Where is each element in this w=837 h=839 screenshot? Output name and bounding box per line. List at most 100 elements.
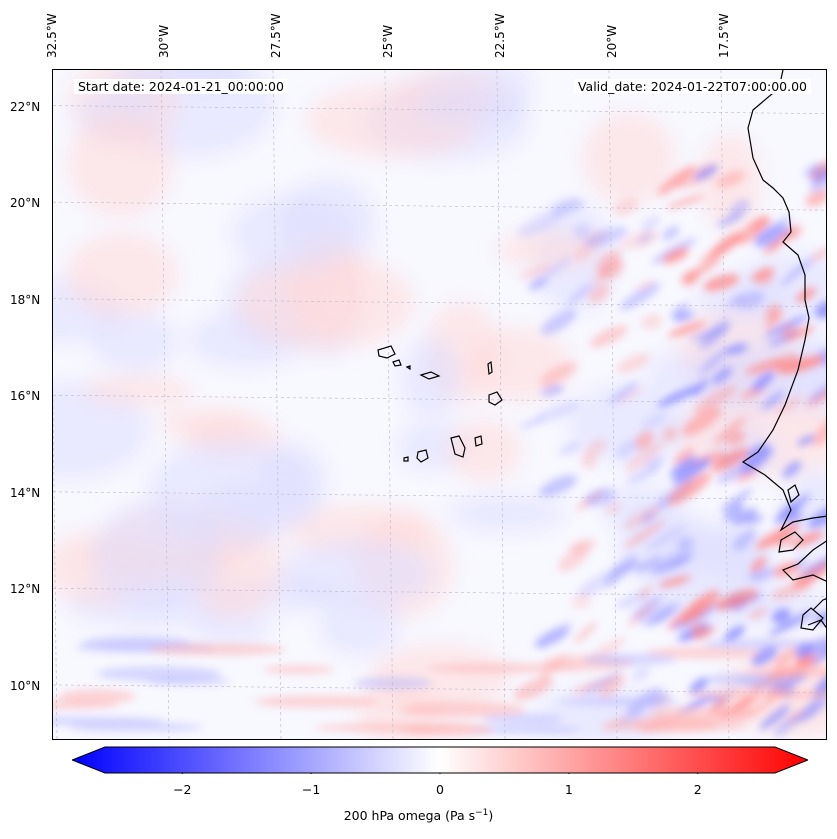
omega-blob [279,538,434,609]
omega-wave [775,396,802,414]
omega-streak [702,638,812,649]
omega-blob [190,610,272,644]
omega-wave [726,431,746,446]
omega-blob [65,233,178,317]
omega-wave [569,539,596,553]
colorbar-label: 200 hPa omega (Pa s−1) [0,808,837,823]
colorbar-tick-marks [181,773,699,774]
graticule [53,70,826,739]
meridian-line [53,380,58,739]
omega-wave [750,556,767,573]
omega-streak [468,725,581,735]
omega-wave [694,165,718,181]
coast-inlet [778,484,804,553]
omega-wave [639,601,682,627]
colorbar-tick-label: 0 [436,782,444,797]
colorbar [72,746,808,774]
start-date-label: Start date: 2024-01-21_00:00:00 [74,79,288,94]
omega-wave [727,294,745,308]
omega-wave [811,411,826,446]
omega-field-map [53,70,826,739]
omega-wave [764,312,782,329]
omega-wave [513,676,554,701]
island-sao-nicolau [419,371,441,380]
omega-wave [580,453,597,469]
omega-wave [747,608,768,619]
omega-wave [666,194,705,209]
omega-wave [772,608,791,624]
omega-blob [368,644,511,712]
omega-wave [626,602,656,627]
omega-wave [627,466,660,483]
omega-wave [748,567,776,582]
island-santo-antao [377,345,396,359]
colorbar-tick-label: −2 [173,782,192,797]
lon-label: 27.5°W [268,13,283,58]
omega-wave [800,553,826,578]
omega-wave [658,576,691,588]
island-maio [474,435,483,447]
omega-wave [793,700,822,725]
omega-streak [147,643,286,656]
omega-streak [58,689,135,704]
lat-label: 12°N [10,582,41,597]
omega-blob [446,419,522,482]
meridian-line [160,70,170,739]
african-coastline [741,70,826,532]
omega-wave [676,537,694,552]
omega-wave [768,611,814,636]
omega-wave [755,523,800,549]
omega-wave [693,385,737,414]
omega-wave [657,165,696,196]
coast-south [781,540,826,631]
omega-wave [782,460,802,479]
omega-wave [604,554,638,587]
omega-wave [772,354,799,373]
omega-wave [571,592,592,609]
omega-wave [619,230,660,250]
omega-wave [716,458,760,484]
omega-wave [809,164,826,193]
colorbar-label-unit: −1 [475,808,489,818]
omega-wave [751,371,775,392]
omega-wave [703,274,740,292]
omega-streak [401,722,494,737]
omega-wave [623,520,666,549]
omega-wave [814,300,826,319]
omega-wave [619,282,661,311]
colorbar-tick-label: −1 [301,782,321,797]
omega-streak [746,667,826,677]
omega-wave [754,225,790,248]
omega-wave [615,440,638,459]
colorbar-tick-label: 2 [693,782,702,797]
omega-wave [662,226,680,241]
omega-wave [699,346,731,375]
omega-wave [712,366,733,385]
omega-streak [354,677,432,690]
omega-wave [691,378,709,396]
omega-wave [667,321,707,337]
island-santiago [450,435,466,458]
omega-wave [616,353,650,374]
omega-streak [254,695,378,708]
omega-wave [536,400,581,423]
omega-wave [780,257,815,286]
omega-streak [263,665,335,674]
lat-label: 18°N [10,292,41,307]
omega-wave [584,439,607,457]
omega-wave [713,417,746,445]
colorbar-tick-label: 1 [564,782,573,797]
omega-blob [318,598,401,656]
omega-wave [632,667,651,680]
lat-label: 22°N [10,99,41,114]
omega-wave [680,590,720,625]
omega-wave [595,249,622,274]
omega-wave [672,457,712,485]
omega-wave [724,502,745,522]
omega-blob [159,408,257,440]
omega-wave [715,171,746,188]
island-sal [487,360,493,376]
island-brava [403,456,409,462]
omega-wave [645,456,665,470]
omega-wave [573,621,598,644]
